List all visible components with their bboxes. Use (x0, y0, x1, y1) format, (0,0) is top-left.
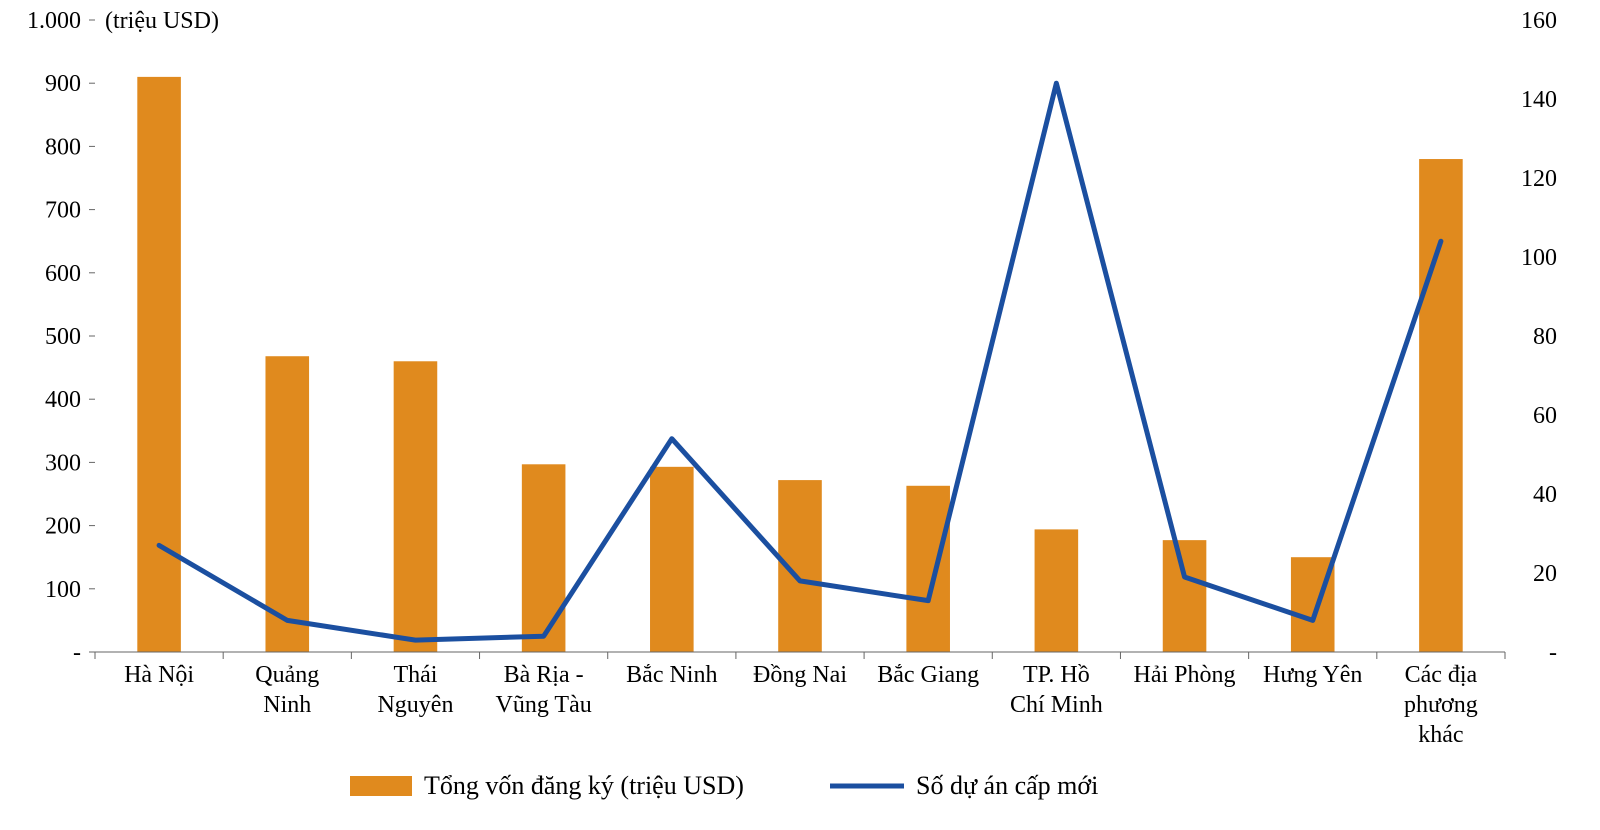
chart-background (0, 0, 1600, 830)
y-left-tick-label: 500 (45, 324, 81, 350)
legend-label: Số dự án cấp mới (916, 771, 1098, 800)
bar (522, 464, 566, 652)
bar (1163, 540, 1207, 652)
y-right-tick-label: 20 (1533, 561, 1557, 587)
x-category-label: Đồng Nai (753, 662, 847, 688)
y-right-tick-label: 160 (1521, 8, 1557, 34)
y-left-tick-label: 100 (45, 577, 81, 603)
bar (650, 467, 694, 652)
x-category-label: Hưng Yên (1263, 662, 1362, 688)
bar (394, 361, 438, 652)
y-left-tick-label: 200 (45, 514, 81, 540)
y-right-tick-label: 80 (1533, 324, 1557, 350)
y-right-tick-label: 120 (1521, 166, 1557, 192)
y-left-tick-label: 800 (45, 134, 81, 160)
bar (137, 77, 181, 652)
y-left-tick-label: - (73, 640, 81, 666)
unit-label: (triệu USD) (105, 8, 219, 34)
y-left-tick-label: 300 (45, 450, 81, 476)
legend-label: Tổng vốn đăng ký (triệu USD) (424, 771, 744, 800)
legend-swatch-bar (350, 776, 412, 796)
combo-chart: - 100 200 300 400 500 600 700 800 900 1.000 - 20 40 60… (0, 0, 1600, 830)
y-right-tick-label: - (1549, 640, 1557, 666)
bar (1419, 159, 1463, 652)
y-right-tick-label: 60 (1533, 403, 1557, 429)
bar (1035, 529, 1079, 652)
y-right-tick-label: 100 (1521, 245, 1557, 271)
y-left-tick-label: 400 (45, 387, 81, 413)
y-left-tick-label: 900 (45, 71, 81, 97)
chart-container: - 100 200 300 400 500 600 700 800 900 1.000 - 20 40 60… (0, 0, 1600, 830)
x-category-label: Hà Nội (124, 662, 194, 688)
x-category-label: Hải Phòng (1134, 662, 1236, 688)
bar (906, 486, 950, 652)
x-category-label: Bắc Ninh (626, 662, 717, 688)
y-left-tick-label: 600 (45, 261, 81, 287)
y-right-tick-label: 140 (1521, 87, 1557, 113)
bar (265, 356, 309, 652)
x-category-label: Bắc Giang (877, 662, 979, 688)
y-left-tick-label: 700 (45, 198, 81, 224)
y-right-tick-label: 40 (1533, 482, 1557, 508)
y-left-tick-label: 1.000 (27, 8, 81, 34)
